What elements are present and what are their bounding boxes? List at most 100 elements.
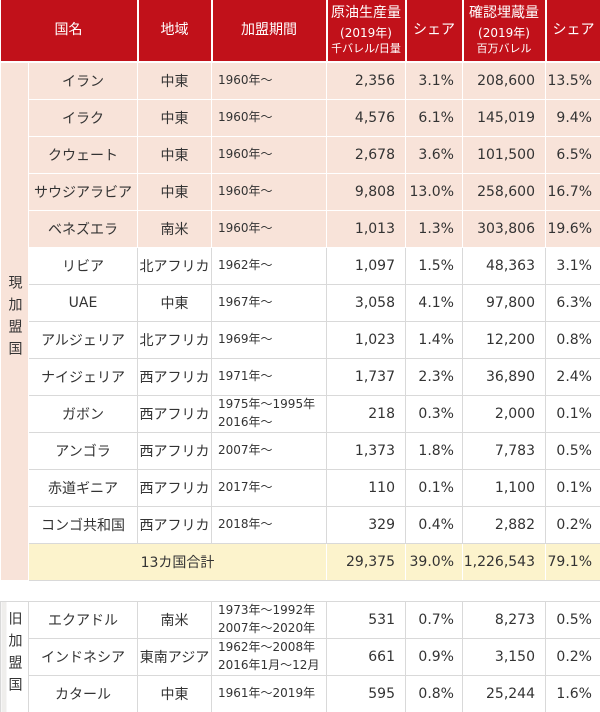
reserves-share-cell: 16.7% (545, 172, 600, 211)
membership-period-line: 1975年～1995年 (218, 397, 316, 412)
header-production-title: 原油生産量 (331, 5, 401, 22)
production-cell: 661 (326, 637, 406, 676)
header-period: 加盟期間 (211, 0, 328, 63)
reserves-share-cell: 0.8% (545, 320, 600, 359)
header-reserves-title: 確認埋蔵量 (469, 5, 539, 22)
membership-period-line: 2007年～ (218, 442, 273, 457)
production-cell: 595 (326, 674, 406, 712)
reserves-share-cell: 0.1% (545, 468, 600, 507)
current-members-rows: 現加盟国 イラン 中東 1960年～ 2,356 3.1% 208,600 13.5% イラク中… (0, 61, 600, 581)
total-reserves-cell: 1,226,543 (462, 542, 546, 581)
header-production: 原油生産量 (2019年) 千バレル/日量 (326, 0, 407, 63)
region-cell: 西アフリカ (137, 505, 212, 544)
membership-period-line: 1960年～ (218, 109, 273, 124)
former-section-label-cell: 旧加盟国 (0, 600, 29, 712)
reserves-cell: 208,600 (462, 61, 546, 100)
table-row: 赤道ギニア 西アフリカ 2017年～ 110 0.1% 1,100 0.1% (1, 468, 600, 507)
reserves-share-cell: 2.4% (545, 357, 600, 396)
country-cell: UAE (28, 283, 138, 322)
current-section-label-cell: 現加盟国 (0, 61, 29, 581)
table-row: ベネズエラ 南米 1960年～ 1,013 1.3% 303,806 19.6% (1, 209, 600, 248)
table-row: リビア 北アフリカ 1962年～ 1,097 1.5% 48,363 3.1% (1, 246, 600, 285)
membership-period-cell: 1960年～ (211, 98, 327, 137)
region-cell: 東南アジア (137, 637, 212, 676)
header-country: 国名 (0, 0, 139, 63)
membership-period-line: 2016年1月～12月 (218, 657, 320, 672)
reserves-share-cell: 0.2% (545, 505, 600, 544)
membership-period-cell: 1969年～ (211, 320, 327, 359)
production-share-cell: 0.3% (405, 394, 463, 433)
table-row: UAE 中東 1967年～ 3,058 4.1% 97,800 6.3% (1, 283, 600, 322)
membership-period-line: 1967年～ (218, 294, 273, 309)
reserves-share-cell: 0.5% (545, 431, 600, 470)
table-row: インドネシア 東南アジア 1962年～2008年 2016年1月～12月 661 0.9%… (1, 637, 600, 676)
membership-period-line: 2017年～ (218, 479, 273, 494)
table-header: 国名 地域 加盟期間 原油生産量 (2019年) 千バレル/日量 シェア 確認埋 (0, 0, 600, 63)
reserves-cell: 145,019 (462, 98, 546, 137)
membership-period-cell: 1961年～2019年 (211, 674, 327, 712)
production-share-cell: 6.1% (405, 98, 463, 137)
region-cell: 中東 (137, 172, 212, 211)
table-row: ナイジェリア 西アフリカ 1971年～ 1,737 2.3% 36,890 2.4% (1, 357, 600, 396)
membership-period-line: 1962年～ (218, 257, 273, 272)
table-row: イラク 中東 1960年～ 4,576 6.1% 145,019 9.4% (1, 98, 600, 137)
membership-period-cell: 2018年～ (211, 505, 327, 544)
country-cell: エクアドル (28, 600, 138, 639)
reserves-share-cell: 13.5% (545, 61, 600, 100)
table-row: クウェート 中東 1960年～ 2,678 3.6% 101,500 6.5% (1, 135, 600, 174)
table-row: カタール 中東 1961年～2019年 595 0.8% 25,244 1.6% (1, 674, 600, 712)
country-cell: ベネズエラ (28, 209, 138, 248)
membership-period-cell: 1973年～1992年 2007年～2020年 (211, 600, 327, 639)
table-row: ガボン 西アフリカ 1975年～1995年 2016年～ 218 0.3% 2,000 0.1… (1, 394, 600, 433)
country-cell: 赤道ギニア (28, 468, 138, 507)
reserves-cell: 303,806 (462, 209, 546, 248)
reserves-cell: 3,150 (462, 637, 546, 676)
membership-period-cell: 1960年～ (211, 61, 327, 100)
country-cell: カタール (28, 674, 138, 712)
country-cell: サウジアラビア (28, 172, 138, 211)
membership-period-line: 1960年～ (218, 220, 273, 235)
opec-current-members-table: 国名 地域 加盟期間 原油生産量 (2019年) 千バレル/日量 シェア 確認埋 (0, 0, 600, 581)
membership-period-line: 1962年～2008年 (218, 640, 316, 655)
production-cell: 4,576 (326, 98, 406, 137)
membership-period-cell: 1962年～ (211, 246, 327, 285)
reserves-share-cell: 0.1% (545, 394, 600, 433)
reserves-cell: 12,200 (462, 320, 546, 359)
region-cell: 西アフリカ (137, 431, 212, 470)
country-cell: リビア (28, 246, 138, 285)
header-production-share-label: シェア (413, 21, 455, 38)
membership-period-line: 1960年～ (218, 146, 273, 161)
membership-period-line: 1973年～1992年 (218, 603, 316, 618)
former-section-vertical-label: 旧加盟国 (6, 611, 23, 699)
membership-period-line: 1961年～2019年 (218, 686, 316, 701)
region-cell: 南米 (137, 209, 212, 248)
production-share-cell: 3.6% (405, 135, 463, 174)
membership-period-line: 2016年～ (218, 414, 273, 429)
production-share-cell: 4.1% (405, 283, 463, 322)
membership-period-line: 1960年～ (218, 73, 273, 88)
production-cell: 531 (326, 600, 406, 639)
table-row: コンゴ共和国 西アフリカ 2018年～ 329 0.4% 2,882 0.2% (1, 505, 600, 544)
country-cell: ナイジェリア (28, 357, 138, 396)
membership-period-cell: 1960年～ (211, 135, 327, 174)
production-share-cell: 0.8% (405, 674, 463, 712)
production-cell: 2,356 (326, 61, 406, 100)
table-row: 旧加盟国 エクアドル 南米 1973年～1992年 2007年～2020年 531 0.7%… (0, 600, 600, 712)
reserves-cell: 36,890 (462, 357, 546, 396)
region-cell: 中東 (137, 674, 212, 712)
production-share-cell: 0.7% (405, 600, 463, 639)
total-production-cell: 29,375 (326, 542, 406, 581)
header-reserves-share-label: シェア (552, 21, 595, 38)
header-reserves-unit: 百万バレル (476, 42, 532, 56)
membership-period-line: 2007年～2020年 (218, 620, 316, 635)
total-production-share-cell: 39.0% (405, 542, 463, 581)
current-section-vertical-label: 現加盟国 (6, 275, 23, 364)
region-cell: 西アフリカ (137, 468, 212, 507)
header-reserves-year: (2019年) (478, 25, 530, 40)
region-cell: 西アフリカ (137, 357, 212, 396)
membership-period-cell: 1975年～1995年 2016年～ (211, 394, 327, 433)
production-cell: 3,058 (326, 283, 406, 322)
membership-period-cell: 1967年～ (211, 283, 327, 322)
production-share-cell: 2.3% (405, 357, 463, 396)
former-members-rows: 旧加盟国 エクアドル 南米 1973年～1992年 2007年～2020年 531 0.7%… (0, 600, 600, 712)
